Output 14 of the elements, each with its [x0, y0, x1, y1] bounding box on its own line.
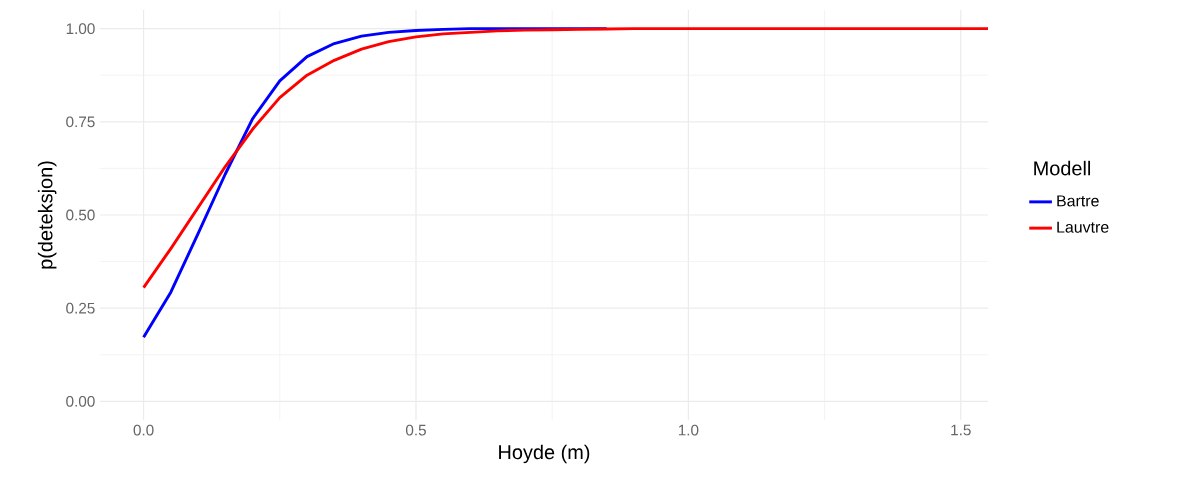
x-tick-label: 0.5 — [405, 424, 426, 436]
legend-label: Bartre — [1057, 195, 1099, 207]
y-axis-title: p(deteksjon) — [37, 161, 57, 269]
x-tick-label: 1.0 — [678, 424, 699, 436]
legend-title: Modell — [1034, 160, 1090, 176]
y-tick-label: 0.25 — [66, 302, 95, 314]
y-tick-label: 0.50 — [66, 209, 95, 221]
x-axis-title: Hoyde (m) — [499, 444, 590, 464]
y-tick-label: 0.75 — [66, 116, 95, 128]
y-tick-label: 0.00 — [66, 395, 95, 407]
x-tick-label: 1.5 — [951, 424, 971, 436]
legend-label: Lauvtre — [1057, 221, 1109, 233]
x-tick-label: 0.0 — [133, 424, 154, 436]
y-tick-label: 1.00 — [66, 23, 95, 35]
